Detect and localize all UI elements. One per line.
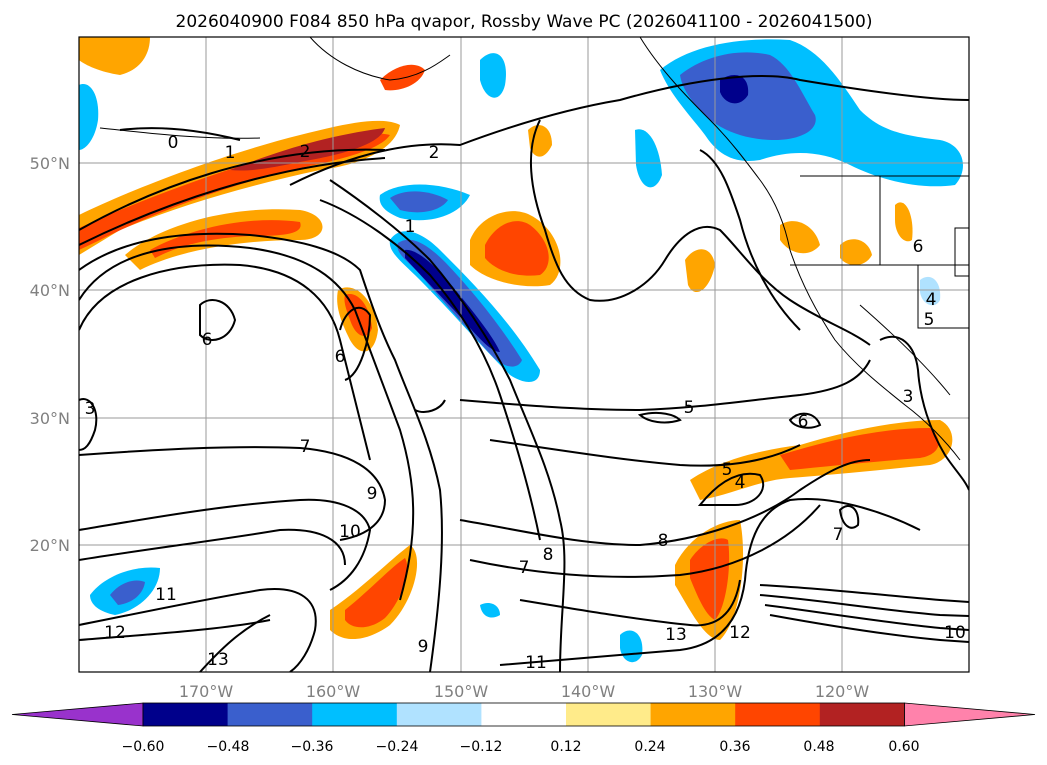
lat-tick-label: 30°N: [30, 409, 70, 428]
contour-label: 12: [729, 623, 751, 643]
negative-anomaly-region: [920, 276, 941, 306]
map-title: 2026040900 F084 850 hPa qvapor, Rossby W…: [176, 12, 873, 32]
negative-anomaly-region: [79, 84, 99, 150]
colorbar-tick-label: −0.60: [122, 739, 165, 755]
positive-anomaly-region: [685, 249, 715, 293]
positive-anomaly-region: [150, 220, 301, 258]
colorbar-tick-label: 0.12: [550, 739, 581, 755]
positive-anomaly-region: [780, 428, 939, 470]
contour-label: 0: [168, 133, 179, 153]
negative-anomaly-region: [635, 129, 662, 188]
contour-label: 2: [300, 142, 311, 162]
contour-label: 6: [913, 237, 924, 257]
contour-labels: 0 1 2 2 1 6 6 3 7 9 10 11 12 13 9 11 13 …: [85, 133, 966, 673]
lon-tick-label: 160°W: [306, 682, 361, 701]
colorbar-extend-low: [11, 702, 144, 727]
negative-anomaly-region: [480, 603, 500, 618]
contour-label: 5: [722, 460, 733, 480]
contour-label: 6: [202, 330, 213, 350]
contour-label: 9: [367, 484, 378, 504]
lon-tick-label: 120°W: [815, 682, 870, 701]
colorbar-tick-label: −0.24: [376, 739, 419, 755]
lon-tick-label: 170°W: [179, 682, 234, 701]
contour-label: 8: [658, 531, 669, 551]
negative-anomaly-region: [680, 52, 816, 140]
contour-label: 8: [543, 545, 554, 565]
colorbar-segments: [11, 702, 1036, 727]
contour-label: 3: [85, 399, 96, 419]
contour-label: 7: [833, 525, 844, 545]
colorbar-tick-label: −0.48: [207, 739, 250, 755]
lat-tick-label: 40°N: [30, 281, 70, 300]
contour-layer: [79, 75, 969, 672]
positive-anomaly-region: [485, 221, 549, 276]
lat-tick-label: 50°N: [30, 154, 70, 173]
positive-anomaly-region: [840, 239, 872, 266]
colorbar-tick-label: 0.48: [803, 739, 834, 755]
contour-label: 11: [525, 653, 547, 673]
colorbar-tick-label: 0.60: [888, 739, 919, 755]
contour-label: 4: [926, 290, 937, 310]
colorbar-segment: [143, 703, 229, 726]
contour-label: 10: [944, 623, 966, 643]
colorbar-tick-label: 0.24: [634, 739, 665, 755]
colorbar-segment: [481, 703, 567, 726]
contour-label: 10: [339, 522, 361, 542]
contour-label: 3: [903, 387, 914, 407]
contour-label: 6: [798, 412, 809, 432]
graticule: [79, 37, 969, 672]
colorbar-tick-label: 0.36: [719, 739, 750, 755]
contour-label: 5: [684, 398, 695, 418]
colorbar-segment: [312, 703, 398, 726]
colorbar-segment: [650, 703, 736, 726]
colorbar: −0.60 −0.48 −0.36 −0.24 −0.12 0.12 0.24 …: [11, 702, 1036, 755]
contour-label: 1: [405, 217, 416, 237]
colorbar-segment: [227, 703, 313, 726]
positive-anomaly-region: [780, 221, 820, 254]
lat-tick-label: 20°N: [30, 536, 70, 555]
colorbar-border: [142, 702, 905, 727]
coastline-layer: [99, 37, 969, 461]
negative-anomaly-region: [110, 580, 145, 605]
positive-anomaly-region: [79, 37, 150, 75]
contour-label: 5: [924, 310, 935, 330]
map-content: 0 1 2 2 1 6 6 3 7 9 10 11 12 13 9 11 13 …: [79, 37, 969, 673]
colorbar-segment: [566, 703, 652, 726]
contour-label: 9: [418, 637, 429, 657]
lon-tick-label: 140°W: [561, 682, 616, 701]
colorbar-ticks: −0.60 −0.48 −0.36 −0.24 −0.12 0.12 0.24 …: [122, 739, 920, 755]
contour-label: 2: [429, 143, 440, 163]
positive-anomaly-region: [895, 202, 913, 242]
lon-tick-label: 130°W: [688, 682, 743, 701]
contour-label: 12: [104, 623, 126, 643]
contour-label: 11: [155, 585, 177, 605]
positive-anomaly-region: [690, 538, 730, 620]
contour-label: 7: [300, 437, 311, 457]
lon-tick-label: 150°W: [434, 682, 489, 701]
contour-label: 1: [225, 143, 236, 163]
map-border: [78, 36, 970, 673]
negative-anomaly-region: [405, 249, 500, 352]
positive-anomaly-region: [380, 64, 425, 91]
colorbar-tick-label: −0.36: [291, 739, 334, 755]
negative-anomaly-region: [720, 75, 749, 104]
negative-anomaly-region: [390, 191, 448, 213]
colorbar-segment: [735, 703, 821, 726]
colorbar-segment: [819, 703, 905, 726]
contour-label: 4: [735, 473, 746, 493]
contour-label: 13: [207, 650, 229, 670]
colorbar-tick-label: −0.12: [460, 739, 503, 755]
contour-label: 13: [665, 625, 687, 645]
positive-anomaly-region: [345, 558, 408, 628]
colorbar-segment: [396, 703, 482, 726]
contour-label: 6: [335, 347, 346, 367]
contour-label: 7: [519, 558, 530, 578]
negative-anomaly-region: [480, 53, 506, 98]
colorbar-extend-high: [904, 702, 1036, 727]
